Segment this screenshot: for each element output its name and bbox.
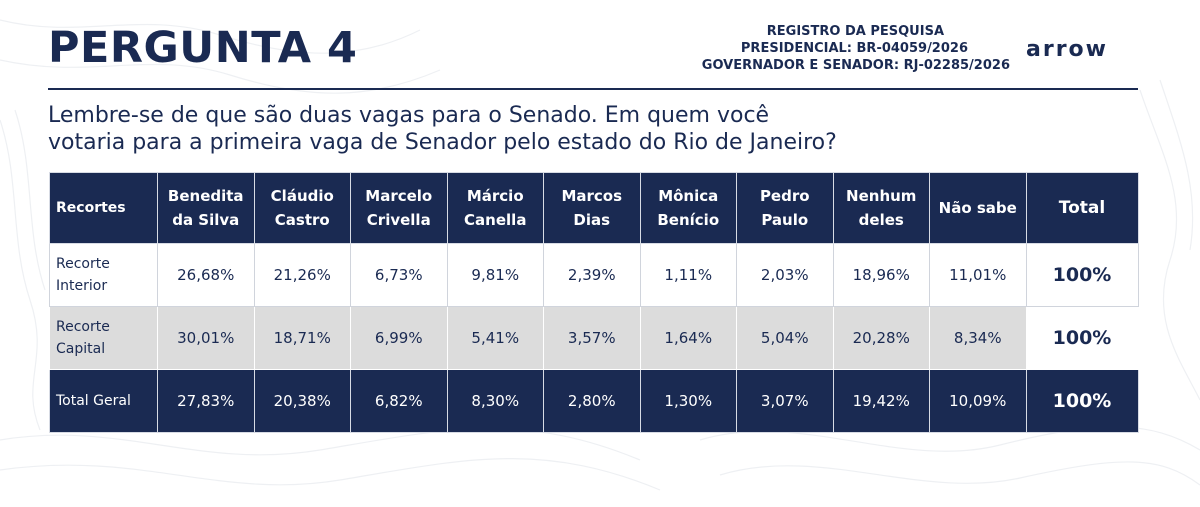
table-cell: 2,39% (543, 243, 641, 307)
total-cell: 100% (1025, 306, 1139, 370)
table-cell: 5,04% (736, 306, 834, 370)
table-row: Recorte Interior 26,68% 21,26% 6,73% 9,8… (49, 243, 1139, 307)
table-cell: 3,57% (543, 306, 641, 370)
table-cell: 10,09% (929, 369, 1027, 433)
column-header: Cláudio Castro (253, 172, 351, 244)
registration-governor-senator: GOVERNADOR E SENADOR: RJ-02285/2026 (701, 58, 1010, 73)
table-cell: 26,68% (157, 243, 255, 307)
table-header-row: Recortes Benedita da Silva Cláudio Castr… (49, 172, 1139, 244)
question-line-1: Lembre-se de que são duas vagas para o S… (48, 103, 770, 128)
table-cell: 9,81% (446, 243, 544, 307)
table-row: Total Geral 27,83% 20,38% 6,82% 8,30% 2,… (49, 369, 1139, 433)
column-header: Márcio Canella (446, 172, 544, 244)
table-cell: 11,01% (929, 243, 1027, 307)
column-header: Mônica Benício (639, 172, 737, 244)
table-cell: 8,34% (929, 306, 1027, 370)
results-table: Recortes Benedita da Silva Cláudio Castr… (49, 172, 1139, 433)
registration-heading: REGISTRO DA PESQUISA (766, 24, 944, 39)
table-cell: 8,30% (446, 369, 544, 433)
table-cell: 18,71% (253, 306, 351, 370)
table-cell: 2,03% (736, 243, 834, 307)
column-header: Não sabe (929, 172, 1027, 244)
row-label: Recorte Capital (49, 306, 158, 370)
row-label: Total Geral (49, 369, 158, 433)
column-header: Recortes (49, 172, 158, 244)
column-header: Nenhum deles (832, 172, 930, 244)
question-text: Lembre-se de que são duas vagas para o S… (48, 102, 1138, 156)
table-row: Recorte Capital 30,01% 18,71% 6,99% 5,41… (49, 306, 1139, 370)
question-line-2: votaria para a primeira vaga de Senador … (48, 130, 837, 155)
table-cell: 20,28% (832, 306, 930, 370)
table-cell: 21,26% (253, 243, 351, 307)
table-cell: 3,07% (736, 369, 834, 433)
survey-registration: REGISTRO DA PESQUISA PRESIDENCIAL: BR-04… (610, 23, 1010, 74)
table-cell: 5,41% (446, 306, 544, 370)
arrow-logo: arrow (1026, 37, 1108, 62)
table-cell: 1,30% (639, 369, 737, 433)
table-cell: 6,73% (350, 243, 448, 307)
column-header: Total (1025, 172, 1139, 244)
header-divider (48, 88, 1138, 90)
table-cell: 6,99% (350, 306, 448, 370)
table-cell: 20,38% (253, 369, 351, 433)
column-header: Benedita da Silva (157, 172, 255, 244)
table-cell: 2,80% (543, 369, 641, 433)
table-cell: 19,42% (832, 369, 930, 433)
table-cell: 30,01% (157, 306, 255, 370)
total-cell: 100% (1025, 369, 1139, 433)
column-header: Pedro Paulo (736, 172, 834, 244)
table-cell: 1,64% (639, 306, 737, 370)
column-header: Marcelo Crivella (350, 172, 448, 244)
column-header: Marcos Dias (543, 172, 641, 244)
table-cell: 27,83% (157, 369, 255, 433)
total-cell: 100% (1025, 243, 1139, 307)
table-cell: 6,82% (350, 369, 448, 433)
table-cell: 18,96% (832, 243, 930, 307)
page-title: PERGUNTA 4 (48, 23, 358, 73)
registration-presidential: PRESIDENCIAL: BR-04059/2026 (740, 41, 968, 56)
row-label: Recorte Interior (49, 243, 158, 307)
table-cell: 1,11% (639, 243, 737, 307)
